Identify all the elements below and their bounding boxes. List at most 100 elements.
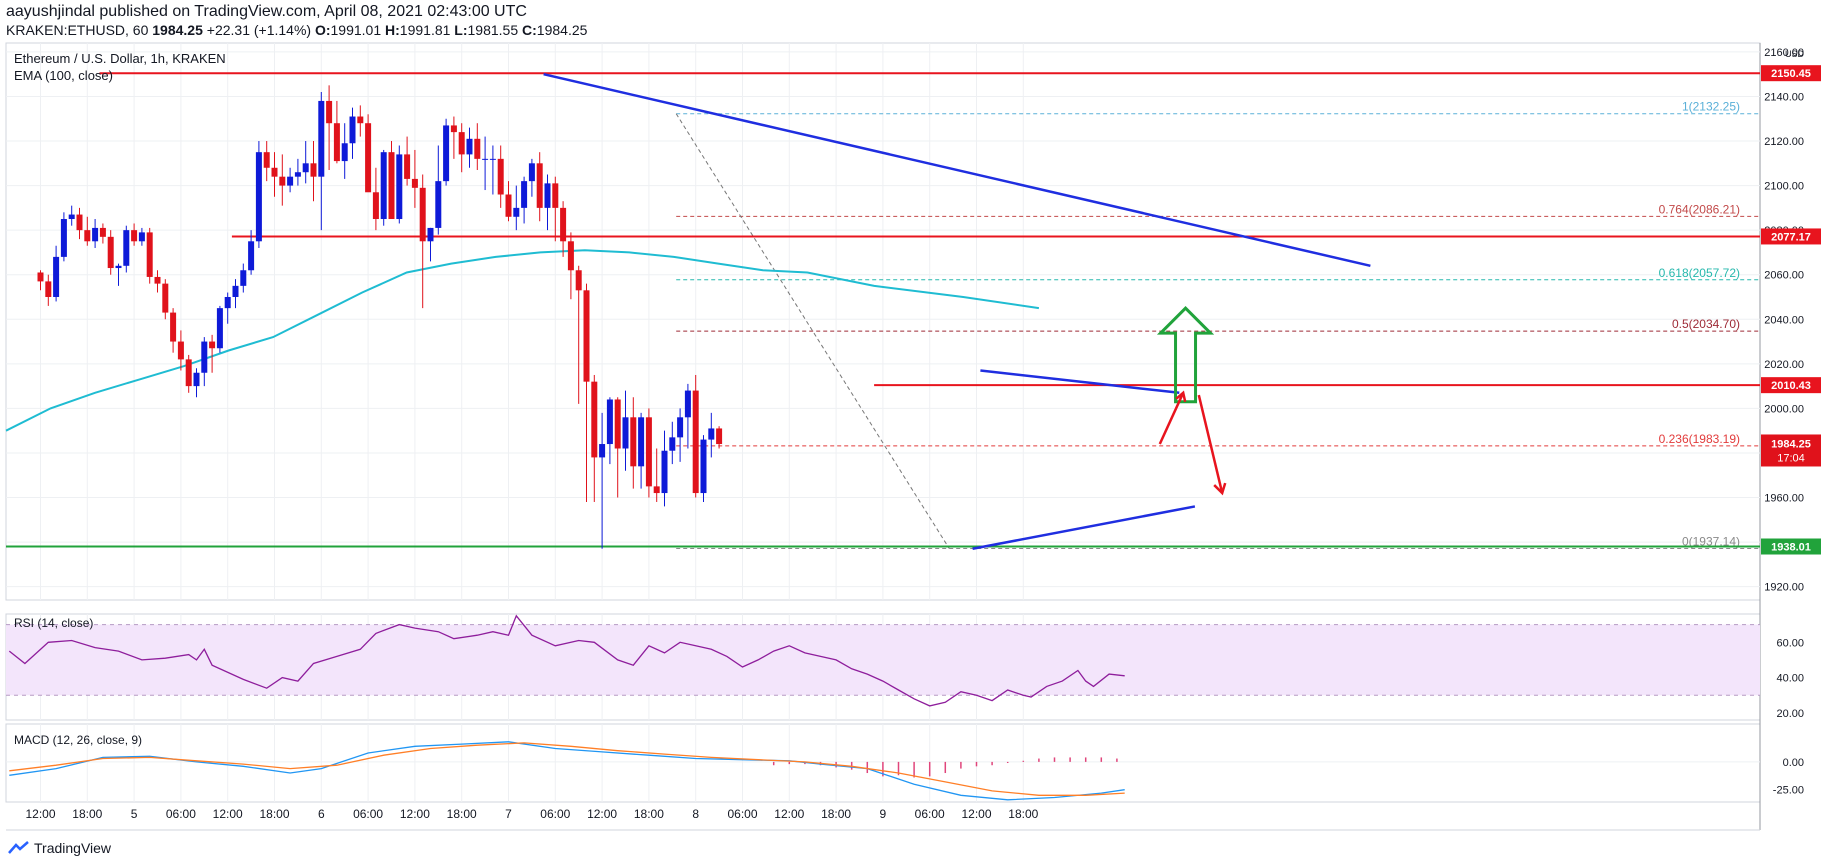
- candle-body: [357, 116, 364, 124]
- x-tick-label: 18:00: [634, 807, 664, 821]
- high-label: H:: [385, 22, 400, 38]
- y-tick-label: 1960.00: [1764, 493, 1804, 505]
- candle-body: [209, 341, 216, 349]
- candle-body: [661, 450, 668, 494]
- close-label: C:: [522, 22, 537, 38]
- candle-body: [224, 296, 231, 309]
- y-tick-label: 2040.00: [1764, 314, 1804, 326]
- ema-indicator-label: EMA (100, close): [14, 68, 113, 83]
- close-value: 1984.25: [536, 22, 588, 38]
- candle-body: [653, 486, 660, 494]
- x-tick-label: 6: [318, 807, 325, 821]
- current-price-tag: [1761, 434, 1821, 467]
- candle-body: [232, 285, 239, 297]
- currency-label: USD: [1785, 49, 1805, 59]
- candle-body: [248, 241, 255, 271]
- open-value: 1991.01: [330, 22, 382, 38]
- x-tick-label: 18:00: [72, 807, 102, 821]
- y-tick-label: 2160.00: [1764, 47, 1804, 59]
- trend-line: [980, 369, 1180, 395]
- red-up-arrowhead: [1175, 390, 1187, 403]
- x-tick-label: 12:00: [774, 807, 804, 821]
- candle-body: [614, 399, 621, 449]
- red-up-arrow: [1158, 392, 1185, 445]
- y-tick-label: 2100.00: [1764, 181, 1804, 193]
- candle-body: [170, 312, 177, 342]
- candle-body: [638, 417, 645, 467]
- candle-body: [201, 341, 208, 373]
- candle-body: [450, 125, 457, 133]
- candle-body: [427, 227, 434, 242]
- level-price-tag: [1761, 65, 1821, 82]
- candle-body: [684, 390, 691, 418]
- low-label: L:: [454, 22, 468, 38]
- x-tick-label: 5: [131, 807, 138, 821]
- y-tick-label: 2060.00: [1764, 270, 1804, 282]
- x-tick-label: 18:00: [1008, 807, 1038, 821]
- candle-body: [138, 232, 145, 242]
- candle-body: [716, 428, 723, 445]
- fib-diagonal: [675, 113, 950, 549]
- candle-body: [435, 181, 442, 228]
- level-price-tag-label: 2150.45: [1771, 68, 1811, 80]
- candle-body: [146, 232, 153, 277]
- x-tick-label: 12:00: [25, 807, 55, 821]
- candle-body: [630, 417, 637, 467]
- x-tick-label: 18:00: [821, 807, 851, 821]
- candle-body: [419, 187, 426, 242]
- candle-body: [700, 439, 707, 494]
- macd-signal-line: [9, 742, 1125, 796]
- publish-header: aayushjindal published on TradingView.co…: [6, 3, 527, 21]
- candle-body: [396, 154, 403, 220]
- high-value: 1991.81: [399, 22, 451, 38]
- rsi-label: RSI (14, close): [14, 616, 93, 630]
- y-tick-label: 2140.00: [1764, 91, 1804, 103]
- candle-body: [92, 227, 99, 242]
- candle-body: [567, 241, 574, 271]
- candle-body: [708, 428, 715, 440]
- x-tick-label: 06:00: [540, 807, 570, 821]
- candle-body: [513, 207, 520, 217]
- candle-body: [645, 417, 652, 487]
- candle-body: [521, 181, 528, 208]
- candle-body: [99, 227, 106, 237]
- candle-body: [131, 230, 138, 242]
- y-tick-label: 2000.00: [1764, 403, 1804, 415]
- last-price: 1984.25: [152, 22, 203, 38]
- candle-body: [60, 219, 67, 257]
- candle-body: [575, 270, 582, 291]
- macd-tick-label: 0.00: [1783, 757, 1804, 769]
- candle-body: [552, 183, 559, 208]
- candle-body: [333, 123, 340, 162]
- fib-level-label: 0.764(2086.21): [1659, 202, 1740, 216]
- candle-body: [115, 265, 122, 269]
- candle-body: [349, 116, 356, 144]
- candle-body: [193, 372, 200, 387]
- current-price-label: 1984.25: [1771, 438, 1811, 450]
- level-price-tag-label: 2010.43: [1771, 380, 1811, 392]
- x-tick-label: 7: [505, 807, 512, 821]
- red-down-arrowhead: [1213, 482, 1227, 496]
- candle-body: [443, 125, 450, 182]
- candle-body: [474, 138, 481, 159]
- macd-label: MACD (12, 26, close, 9): [14, 733, 142, 747]
- candle-body: [482, 158, 489, 160]
- x-tick-label: 12:00: [213, 807, 243, 821]
- author-name[interactable]: aayushjindal: [6, 3, 95, 20]
- candle-body: [365, 123, 372, 193]
- x-tick-label: 06:00: [915, 807, 945, 821]
- candle-body: [388, 152, 395, 220]
- current-price-timer: 17:04: [1777, 452, 1805, 464]
- level-price-tag: [1761, 538, 1821, 555]
- candle-body: [372, 192, 379, 220]
- x-tick-label: 12:00: [587, 807, 617, 821]
- candle-body: [271, 167, 278, 177]
- level-price-tag: [1761, 377, 1821, 394]
- macd-line: [9, 741, 1125, 801]
- x-tick-label: 06:00: [353, 807, 383, 821]
- candle-body: [318, 100, 325, 177]
- candle-body: [583, 290, 590, 382]
- macd-tick-label: -25.00: [1773, 785, 1804, 797]
- candle-body: [287, 176, 294, 186]
